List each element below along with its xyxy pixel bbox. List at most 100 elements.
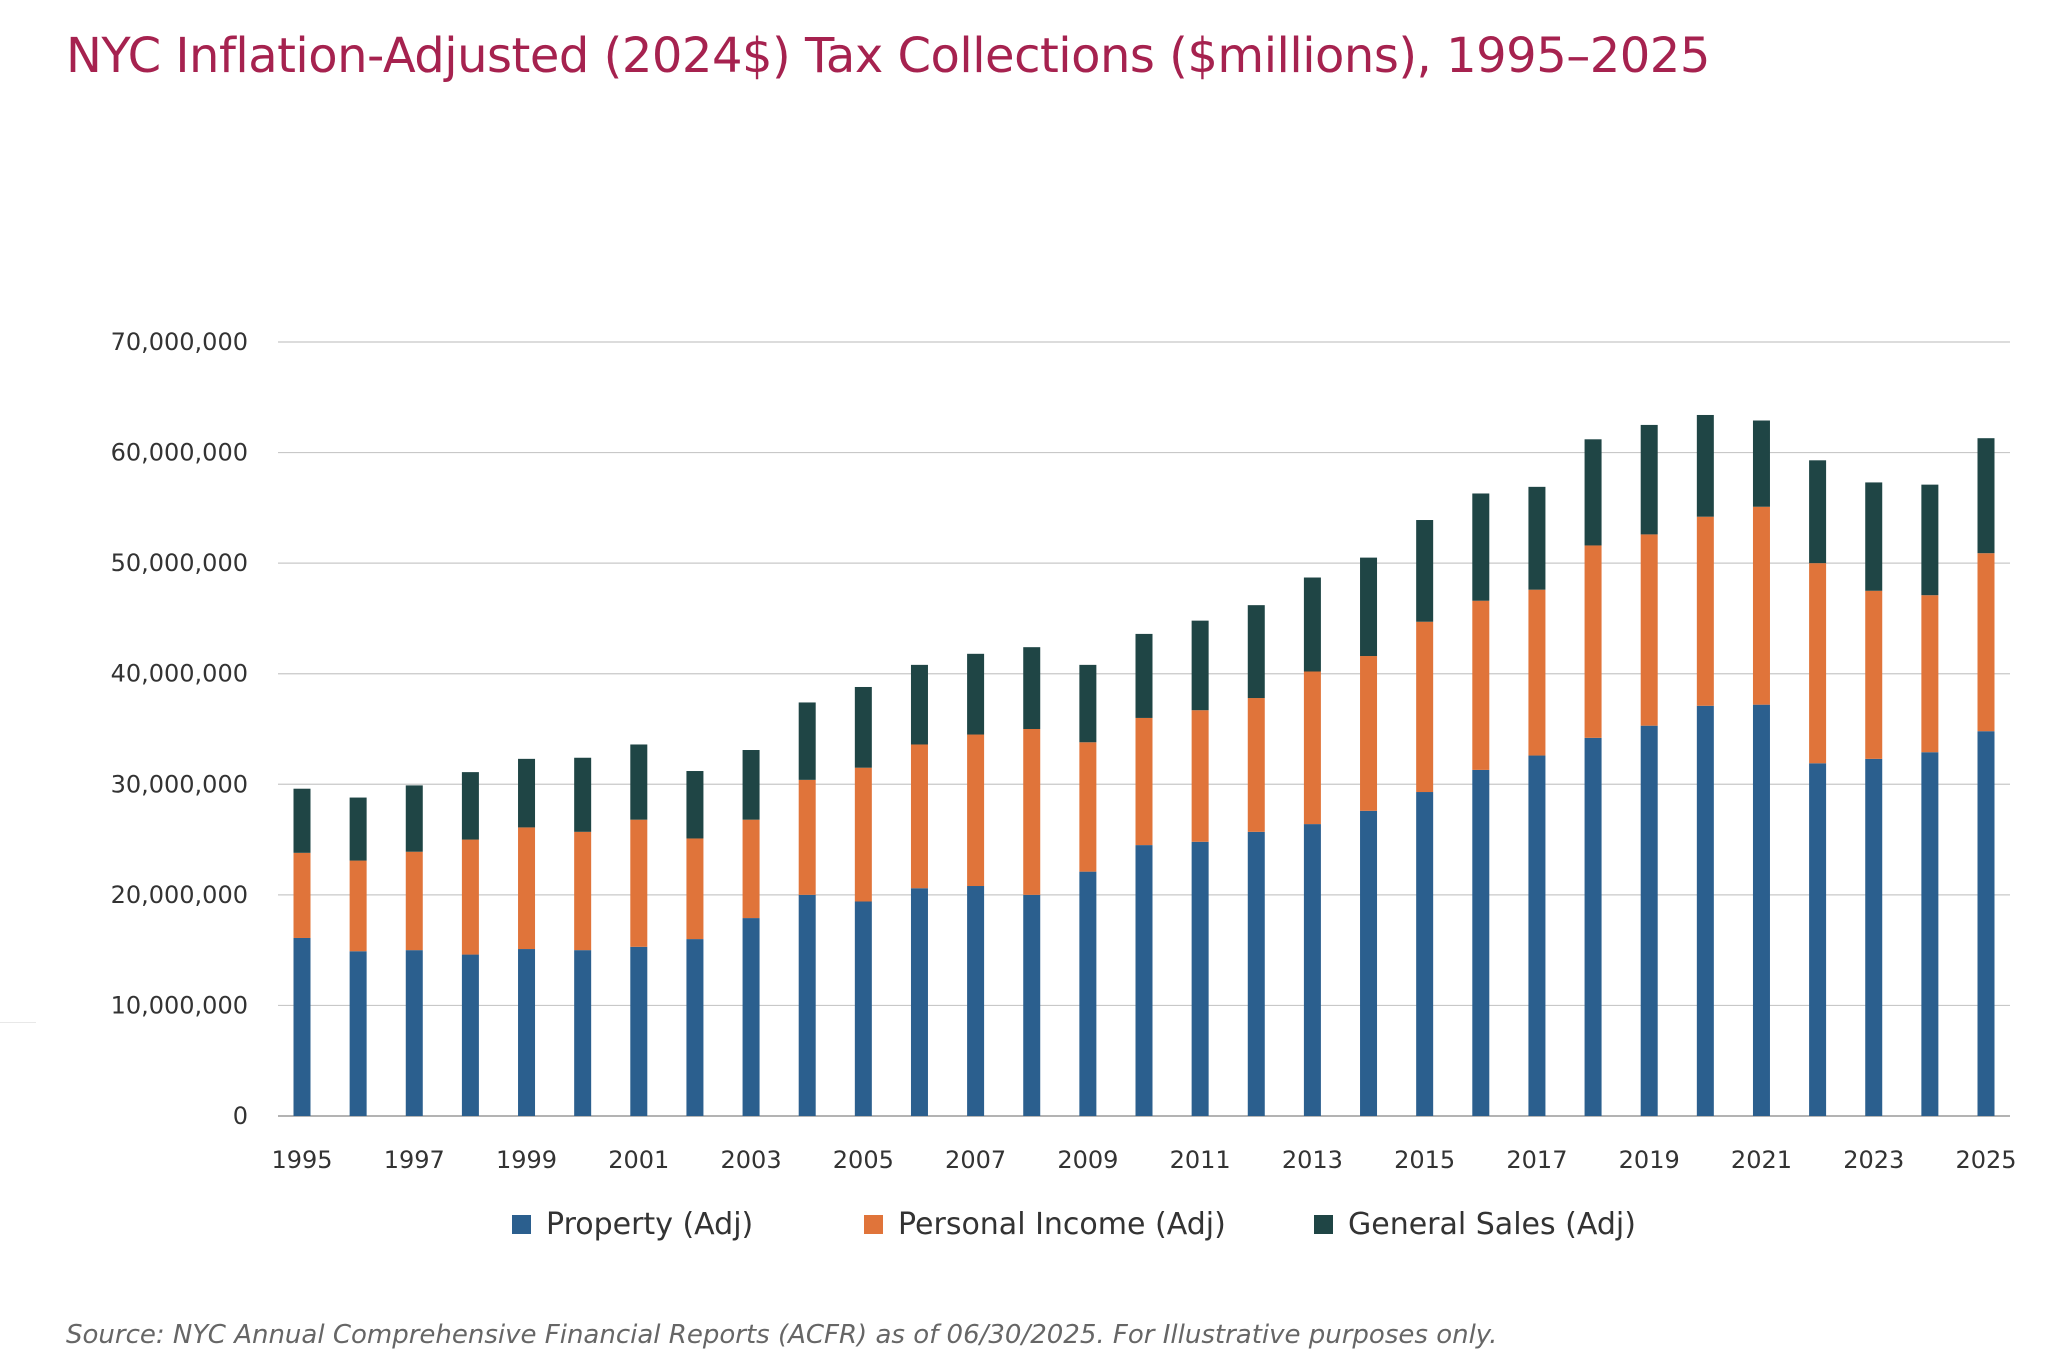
bar-segment-personal-income-2010	[1135, 717, 1153, 846]
bar-segment-personal-income-2017	[1528, 589, 1546, 756]
bar-segment-personal-income-2016	[1472, 600, 1490, 770]
bar-segment-general-sales-2002	[686, 771, 704, 839]
bar-segment-property-2000	[574, 950, 592, 1116]
bar-stack-2021	[1752, 420, 1770, 1116]
bar-segment-general-sales-2000	[574, 757, 592, 832]
bar-segment-property-2017	[1528, 755, 1546, 1116]
bar-segment-general-sales-2013	[1303, 577, 1321, 672]
bar-segment-property-2023	[1865, 758, 1883, 1116]
x-tick-label: 2003	[721, 1146, 782, 1174]
bar-stack-2013	[1303, 577, 1321, 1116]
bar-segment-property-2022	[1809, 763, 1827, 1116]
bar-segment-property-1999	[518, 949, 536, 1116]
bar-segment-general-sales-2009	[1079, 664, 1097, 743]
bar-segment-personal-income-2020	[1696, 516, 1714, 706]
bar-stack-2012	[1247, 605, 1265, 1116]
bar-segment-personal-income-2023	[1865, 590, 1883, 759]
source-note: Source: NYC Annual Comprehensive Financi…	[66, 1320, 1498, 1350]
bar-segment-property-1997	[405, 950, 423, 1116]
bar-segment-property-2020	[1696, 705, 1714, 1116]
bar-segment-personal-income-2019	[1640, 534, 1658, 726]
legend-item-personal-income: Personal Income (Adj)	[864, 1202, 1226, 1246]
bar-segment-property-1998	[461, 954, 479, 1116]
bar-segment-personal-income-2025	[1977, 553, 1995, 732]
bar-segment-general-sales-2025	[1977, 438, 1995, 554]
bar-stack-1996	[349, 797, 367, 1116]
bar-stack-2002	[686, 771, 704, 1116]
bar-stack-2000	[574, 757, 592, 1116]
bar-segment-property-2006	[910, 888, 928, 1116]
legend-swatch	[1314, 1214, 1333, 1234]
bar-segment-personal-income-2024	[1921, 595, 1939, 753]
bar-segment-property-1995	[293, 937, 311, 1116]
bar-segment-personal-income-1999	[518, 827, 536, 950]
bar-segment-personal-income-2002	[686, 838, 704, 940]
bar-segment-property-2008	[1023, 894, 1041, 1116]
bar-segment-personal-income-2007	[967, 734, 985, 887]
bar-segment-general-sales-2011	[1191, 620, 1209, 711]
bar-segment-general-sales-2016	[1472, 493, 1490, 601]
bar-segment-property-2013	[1303, 824, 1321, 1116]
legend: Property (Adj) Personal Income (Adj) Gener…	[0, 1202, 2060, 1250]
bar-segment-property-2024	[1921, 752, 1939, 1116]
bar-segment-general-sales-2023	[1865, 482, 1883, 591]
bar-segment-general-sales-2021	[1752, 420, 1770, 507]
y-tick-label: 20,000,000	[111, 881, 248, 909]
bar-segment-personal-income-2004	[798, 779, 816, 895]
bar-segment-personal-income-2011	[1191, 710, 1209, 842]
bar-segment-general-sales-2019	[1640, 424, 1658, 535]
bar-segment-personal-income-2021	[1752, 506, 1770, 705]
bar-stack-1997	[405, 785, 423, 1116]
legend-label: Personal Income (Adj)	[898, 1206, 1226, 1242]
y-tick-label: 70,000,000	[111, 328, 248, 356]
x-tick-label: 1995	[271, 1146, 332, 1174]
x-tick-label: 1997	[384, 1146, 445, 1174]
bar-segment-personal-income-1998	[461, 839, 479, 955]
y-tick-label: 30,000,000	[111, 770, 248, 798]
bar-segment-general-sales-2020	[1696, 414, 1714, 517]
bar-segment-general-sales-2005	[854, 686, 872, 768]
bar-segment-general-sales-2003	[742, 750, 760, 820]
bar-stack-2003	[742, 750, 760, 1116]
bar-segment-general-sales-2010	[1135, 633, 1153, 718]
bar-segment-general-sales-2006	[910, 664, 928, 745]
bar-segment-personal-income-2009	[1079, 742, 1097, 872]
x-tick-label: 2011	[1170, 1146, 1231, 1174]
y-tick-label: 50,000,000	[111, 549, 248, 577]
x-axis-tick-labels: 1995 1997 1999 2001 2003 2005 2007 2009 2011 2013…	[271, 1146, 2016, 1174]
bar-stack-2018	[1584, 439, 1602, 1116]
legend-label: Property (Adj)	[546, 1206, 754, 1242]
bar-stack-2009	[1079, 664, 1097, 1116]
x-tick-label: 2005	[833, 1146, 894, 1174]
bar-segment-general-sales-1996	[349, 797, 367, 861]
bar-stack-2020	[1696, 414, 1714, 1116]
bar-stack-2008	[1023, 647, 1041, 1116]
legend-swatch	[512, 1214, 531, 1234]
bar-stack-2005	[854, 686, 872, 1116]
bar-segment-property-2007	[967, 886, 985, 1116]
bar-segment-property-2018	[1584, 737, 1602, 1116]
bar-segment-general-sales-2018	[1584, 439, 1602, 546]
bar-stack-2022	[1809, 460, 1827, 1116]
y-tick-label: 0	[233, 1102, 248, 1130]
bar-segment-personal-income-2014	[1360, 656, 1378, 811]
x-tick-label: 2023	[1843, 1146, 1904, 1174]
bar-stack-1995	[293, 788, 311, 1116]
x-tick-label: 2007	[945, 1146, 1006, 1174]
y-axis-tick-labels: 0 10,000,000 20,000,000 30,000,000 40,000,00…	[111, 328, 248, 1130]
x-tick-label: 2025	[1955, 1146, 2016, 1174]
bar-segment-personal-income-1995	[293, 852, 311, 938]
x-tick-label: 2019	[1619, 1146, 1680, 1174]
chart-title: NYC Inflation-Adjusted (2024$) Tax Colle…	[66, 28, 1710, 84]
bar-segment-property-2014	[1360, 810, 1378, 1116]
bar-segment-general-sales-1998	[461, 772, 479, 840]
bar-segment-property-2012	[1247, 831, 1265, 1116]
bar-segment-general-sales-2015	[1416, 520, 1434, 622]
bar-segment-property-2004	[798, 894, 816, 1116]
bar-segment-property-1996	[349, 951, 367, 1116]
bar-stack-2017	[1528, 486, 1546, 1116]
bar-segment-property-2005	[854, 901, 872, 1116]
x-tick-label: 2013	[1282, 1146, 1343, 1174]
bar-stack-1998	[461, 772, 479, 1116]
bar-stack-2006	[910, 664, 928, 1116]
